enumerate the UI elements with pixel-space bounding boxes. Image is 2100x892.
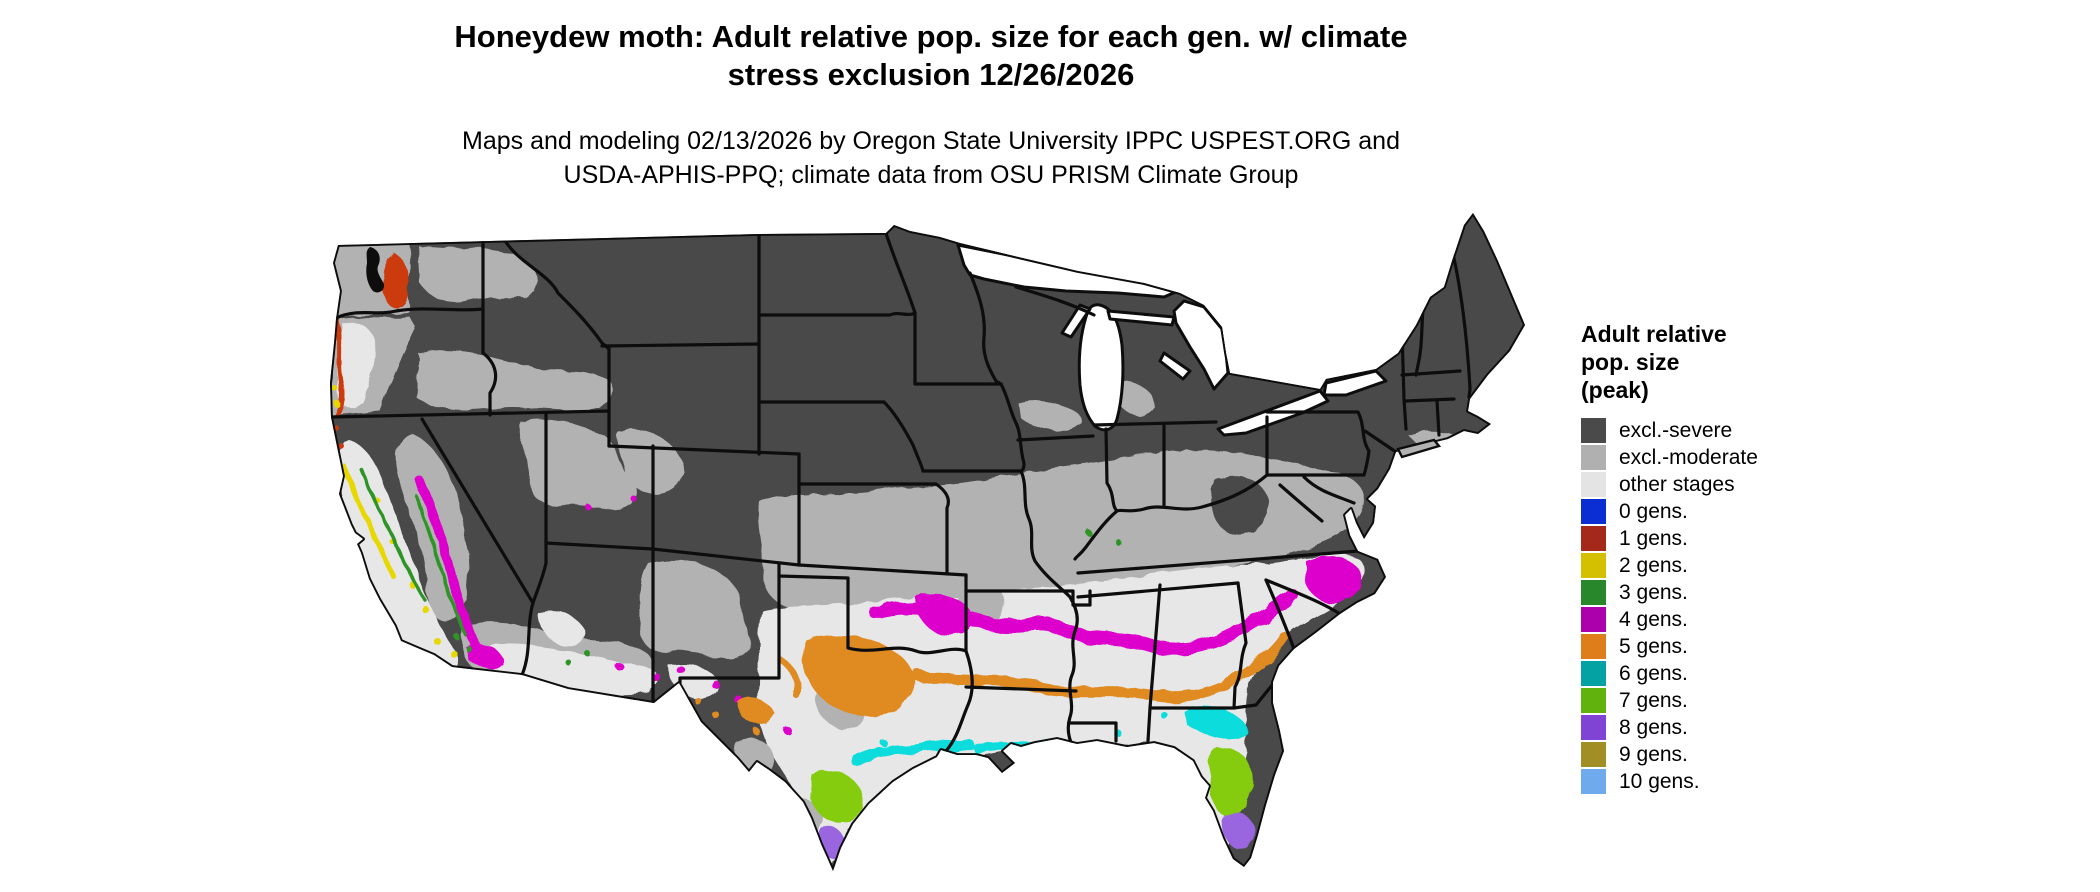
layer-gens0-blue — [321, 325, 326, 330]
legend-item: 4 gens. — [1581, 607, 1981, 632]
legend-item-label: 9 gens. — [1619, 743, 1688, 766]
legend-item-label: 3 gens. — [1619, 581, 1688, 604]
legend-swatch — [1581, 661, 1606, 686]
layer-gens3-green — [359, 467, 1122, 664]
legend-item: other stages — [1581, 472, 1981, 497]
layer-severe-islands — [1211, 476, 1270, 536]
legend-item: 0 gens. — [1581, 499, 1981, 524]
mackinac-strait — [1106, 309, 1176, 327]
legend-item: 3 gens. — [1581, 580, 1981, 605]
great-lakes — [956, 243, 1388, 437]
legend-swatch — [1581, 472, 1606, 497]
legend-item-label: 1 gens. — [1619, 527, 1688, 550]
figure-title: Honeydew moth: Adult relative pop. size … — [0, 18, 1862, 94]
legend-item-label: 4 gens. — [1619, 608, 1688, 631]
legend-swatch — [1581, 580, 1606, 605]
map-raster-layers — [321, 213, 1525, 871]
legend-swatch — [1581, 526, 1606, 551]
legend-item-label: other stages — [1619, 473, 1735, 496]
legend-item-label: 0 gens. — [1619, 500, 1688, 523]
legend-title: Adult relative pop. size (peak) — [1581, 321, 1727, 403]
legend-item: 9 gens. — [1581, 742, 1981, 767]
legend-swatch — [1581, 688, 1606, 713]
legend-swatch — [1581, 769, 1606, 794]
layer-gens8-purple — [818, 812, 1255, 860]
legend-item-label: 6 gens. — [1619, 662, 1688, 685]
puget-sound — [366, 247, 385, 293]
lake-michigan — [1077, 303, 1125, 432]
figure-title-line1: Honeydew moth: Adult relative pop. size … — [454, 19, 1408, 54]
legend-item-label: 10 gens. — [1619, 770, 1700, 793]
layer-gens7-green — [809, 748, 1253, 823]
legend-item-label: excl.-moderate — [1619, 446, 1758, 469]
legend-item: 2 gens. — [1581, 553, 1981, 578]
legend-item-label: 8 gens. — [1619, 716, 1688, 739]
lake-ontario — [1322, 369, 1388, 397]
green-bay — [1060, 303, 1092, 339]
map-legend: Adult relative pop. size (peak) excl.-se… — [1581, 320, 1981, 796]
legend-item-label: 2 gens. — [1619, 554, 1688, 577]
legend-swatch — [1581, 607, 1606, 632]
legend-swatch — [1581, 742, 1606, 767]
layer-gens5-orange — [694, 631, 1290, 735]
legend-item: excl.-severe — [1581, 418, 1981, 443]
legend-item: 7 gens. — [1581, 688, 1981, 713]
legend-swatch — [1581, 634, 1606, 659]
legend-item-label: 7 gens. — [1619, 689, 1688, 712]
legend-swatch — [1581, 553, 1606, 578]
long-island — [1396, 438, 1442, 459]
legend-item: 5 gens. — [1581, 634, 1981, 659]
saginaw-bay — [1158, 351, 1192, 381]
legend-item: 8 gens. — [1581, 715, 1981, 740]
figure-subtitle-line1: Maps and modeling 02/13/2026 by Oregon S… — [462, 127, 1400, 155]
legend-item: excl.-moderate — [1581, 445, 1981, 470]
figure-subtitle: Maps and modeling 02/13/2026 by Oregon S… — [0, 124, 1862, 192]
us-outline — [330, 213, 1525, 871]
legend-item-label: 5 gens. — [1619, 635, 1688, 658]
figure-title-line2: stress exclusion 12/26/2026 — [727, 57, 1135, 92]
legend-swatch — [1581, 499, 1606, 524]
legend-item: 10 gens. — [1581, 769, 1981, 794]
legend-item: 6 gens. — [1581, 661, 1981, 686]
legend-items: excl.-severe excl.-moderate other stages 0 … — [1581, 418, 1981, 794]
layer-gens4-magenta — [415, 476, 1362, 735]
legend-item-label: excl.-severe — [1619, 419, 1733, 442]
legend-swatch — [1581, 418, 1606, 443]
legend-item: 1 gens. — [1581, 526, 1981, 551]
legend-swatch — [1581, 715, 1606, 740]
figure-subtitle-line2: USDA-APHIS-PPQ; climate data from OSU PR… — [563, 161, 1299, 189]
us-pest-map — [321, 213, 1525, 871]
legend-swatch — [1581, 445, 1606, 470]
state-borders — [330, 231, 1472, 756]
layer-gens2-yellow — [331, 385, 457, 657]
